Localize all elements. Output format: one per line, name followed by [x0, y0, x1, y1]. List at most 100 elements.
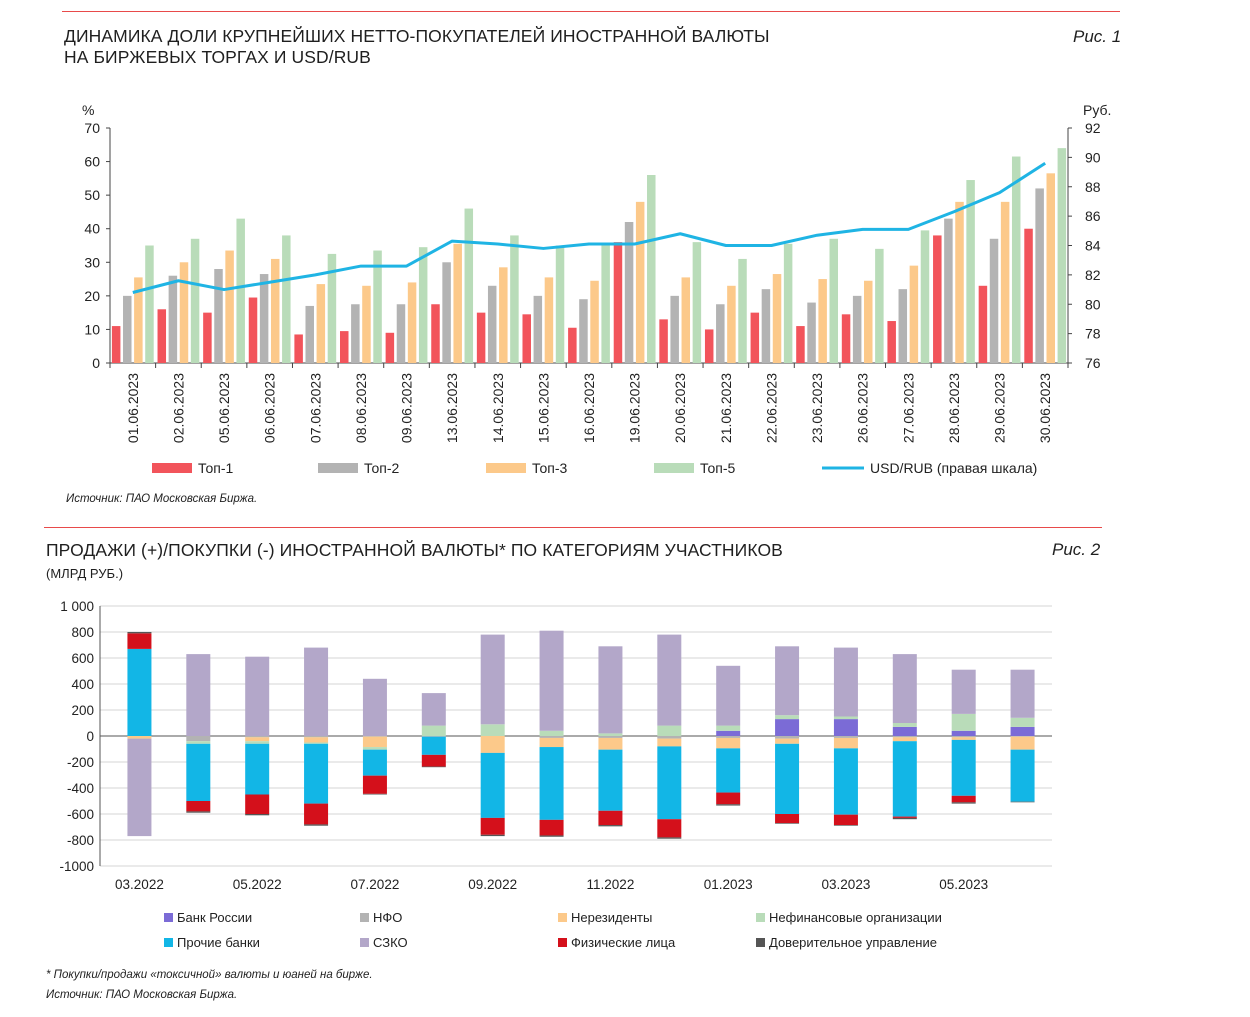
fig2-bar-other-banks — [775, 743, 800, 814]
fig1-right-unit: Руб. — [1083, 102, 1111, 118]
fig1-bar-топ-5 — [738, 258, 747, 363]
fig2-legend-label: Нерезиденты — [571, 910, 652, 925]
fig1-x-tick-label: 09.06.2023 — [399, 373, 415, 443]
fig2-x-tick-label: 07.2022 — [351, 877, 400, 892]
fig1-chart: % Руб. 0 10 20 30 40 50 60 70 76 78 80 82 84 86 88 90 92 01… — [82, 102, 1111, 476]
fig2-legend-swatch — [360, 938, 369, 947]
fig2-bar-nonres — [716, 737, 741, 749]
fig2-bar-individuals — [245, 794, 270, 814]
fig1-bar-топ-1 — [887, 321, 896, 363]
fig2-bar-nfo — [833, 736, 858, 738]
fig2-bar-individuals — [951, 795, 976, 803]
middle-divider — [44, 527, 1102, 528]
fig2-bar-nfo — [1010, 736, 1035, 737]
fig2-bar-trust — [480, 834, 505, 837]
fig1-bar-топ-5 — [510, 235, 519, 363]
fig2-bar-szko — [775, 646, 800, 716]
fig2-bar-nonfin — [657, 725, 682, 736]
fig2-bar-other-banks — [421, 736, 446, 755]
fig1-x-tick-label: 30.06.2023 — [1037, 373, 1053, 443]
fig2-y-tick-label: 400 — [71, 677, 94, 692]
fig1-bar-топ-2 — [1035, 188, 1044, 363]
fig1-bar-топ-1 — [111, 326, 121, 363]
fig1-bar-топ-1 — [659, 319, 668, 363]
fig1-legend-label: Топ-2 — [364, 460, 399, 476]
fig2-bar-individuals — [598, 810, 623, 826]
fig1-bar-топ-5 — [555, 245, 565, 363]
fig1-bar-топ-2 — [305, 305, 314, 363]
fig2-bar-nonfin — [716, 725, 741, 731]
fig2-bar-individuals — [833, 814, 858, 826]
fig2-bar-bank-russia — [716, 730, 741, 736]
fig1-bar-топ-2 — [533, 295, 543, 363]
fig2-bar-szko — [657, 634, 682, 726]
fig2-bar-nonres — [892, 737, 917, 742]
fig2-x-tick-label: 05.2022 — [233, 877, 282, 892]
fig1-bar-топ-1 — [431, 304, 440, 363]
fig2-bar-individuals — [775, 814, 800, 824]
fig2-subtitle: (МЛРД РУБ.) — [46, 566, 124, 581]
fig2-bar-nonres — [833, 737, 858, 749]
fig1-bar-топ-5 — [282, 235, 291, 363]
fig1-bar-топ-5 — [236, 218, 245, 363]
fig1-bar-топ-3 — [362, 285, 371, 363]
fig1-bar-топ-3 — [270, 258, 280, 363]
fig1-bar-топ-1 — [978, 285, 988, 363]
fig1-left-tick-label: 70 — [84, 120, 100, 136]
fig2-bar-nonfin — [833, 716, 858, 720]
fig2-legend-swatch — [558, 938, 567, 947]
fig1-x-tick-label: 19.06.2023 — [627, 373, 643, 443]
fig2-bar-other-banks — [951, 739, 976, 796]
fig1-bar-топ-2 — [624, 222, 634, 363]
fig1-x-tick-label: 08.06.2023 — [353, 373, 369, 443]
fig1-bar-топ-1 — [841, 314, 851, 363]
fig1-bar-топ-5 — [783, 243, 793, 363]
fig2-bar-nonfin — [1010, 717, 1035, 727]
fig2-y-tick-label: -400 — [67, 781, 94, 796]
fig1-bar-топ-5 — [692, 242, 702, 363]
fig1-bar-топ-2 — [396, 304, 406, 363]
fig2-bar-nfo — [892, 736, 917, 738]
fig1-left-tick-label: 50 — [84, 187, 100, 203]
fig2-bar-szko — [716, 665, 741, 726]
fig1-title-line2: НА БИРЖЕВЫХ ТОРГАХ И USD/RUB — [64, 47, 371, 67]
fig2-bar-szko — [362, 678, 387, 736]
fig2-bar-trust — [833, 825, 858, 826]
fig1-legend-label: Топ-1 — [198, 460, 233, 476]
fig1-bar-топ-2 — [214, 269, 223, 363]
fig2-bar-szko — [833, 647, 858, 717]
fig2-bar-nfo — [598, 736, 623, 738]
fig1-bar-топ-3 — [727, 285, 736, 363]
fig2-bar-nonres — [245, 737, 270, 742]
fig1-x-tick-label: 26.06.2023 — [855, 373, 871, 443]
fig1-x-tick-label: 13.06.2023 — [444, 373, 460, 443]
fig1-left-tick-label: 30 — [84, 254, 100, 270]
fig2-legend-swatch — [164, 938, 173, 947]
fig2-bar-individuals — [657, 819, 682, 838]
fig1-bar-топ-3 — [544, 277, 554, 363]
fig2-bar-individuals — [127, 633, 152, 649]
fig1-left-tick-label: 40 — [84, 221, 100, 237]
fig1-bar-топ-5 — [647, 175, 656, 363]
fig2-bar-bank-russia — [1010, 726, 1035, 736]
fig2-legend-swatch — [360, 913, 369, 922]
fig2-bar-other-banks — [186, 743, 211, 801]
fig1-bar-топ-3 — [772, 274, 782, 363]
fig1-bar-топ-5 — [418, 247, 428, 363]
fig2-bar-trust — [1010, 801, 1035, 803]
fig2-x-tick-label: 09.2022 — [468, 877, 517, 892]
fig1-bar-топ-3 — [864, 280, 873, 363]
fig1-legend-label: Топ-5 — [700, 460, 735, 476]
fig1-left-tick-label: 60 — [84, 154, 100, 170]
fig2-bar-nonres — [598, 737, 623, 750]
fig1-left-tick-label: 20 — [84, 288, 100, 304]
fig2-bar-individuals — [362, 775, 387, 794]
fig2-bar-szko — [1010, 669, 1035, 718]
fig2-bar-nfo — [657, 736, 682, 739]
fig1-bar-топ-3 — [407, 282, 417, 363]
fig1-bar-топ-1 — [476, 312, 486, 363]
fig1-bar-топ-2 — [852, 295, 862, 363]
fig2-bar-bank-russia — [833, 719, 858, 736]
fig1-bar-топ-5 — [464, 208, 474, 363]
fig1-bar-топ-2 — [944, 218, 953, 363]
